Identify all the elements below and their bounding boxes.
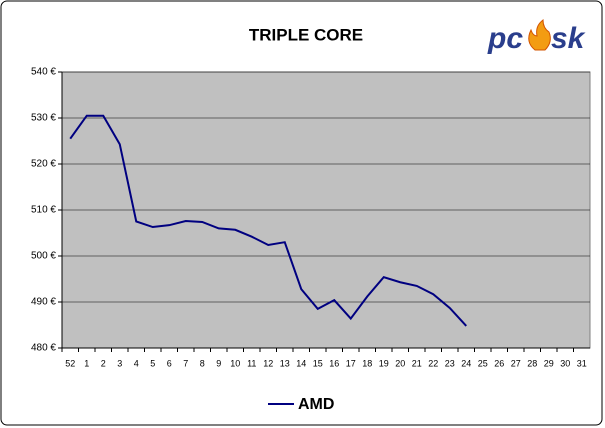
- x-tick-label: 17: [346, 358, 356, 368]
- logo: pc sk: [487, 18, 586, 55]
- x-tick-label: 27: [511, 358, 521, 368]
- x-tick-label: 52: [65, 358, 75, 368]
- x-tick-label: 31: [577, 358, 587, 368]
- x-tick-label: 7: [183, 358, 188, 368]
- y-tick-label: 530 €: [31, 113, 56, 124]
- x-tick-label: 18: [362, 358, 372, 368]
- x-tick-label: 29: [544, 358, 554, 368]
- y-tick-label: 500 €: [31, 251, 56, 262]
- series-line: [69, 114, 467, 327]
- x-tick-label: 12: [263, 358, 273, 368]
- y-tick-label: 540 €: [31, 67, 56, 78]
- x-tick-label: 30: [560, 358, 570, 368]
- x-tick-label: 4: [134, 358, 139, 368]
- y-tick-label: 480 €: [31, 343, 56, 354]
- x-tick-label: 6: [167, 358, 172, 368]
- x-tick-label: 8: [200, 358, 205, 368]
- x-tick-label: 22: [428, 358, 438, 368]
- logo-text: sk: [551, 22, 586, 55]
- x-tick-label: 10: [230, 358, 240, 368]
- y-tick-label: 510 €: [31, 205, 56, 216]
- x-tick-label: 19: [379, 358, 389, 368]
- x-tick-label: 5: [150, 358, 155, 368]
- x-tick-label: 25: [478, 358, 488, 368]
- x-tick-label: 28: [527, 358, 537, 368]
- x-tick-label: 2: [101, 358, 106, 368]
- x-tick-label: 20: [395, 358, 405, 368]
- logo-flame: [528, 18, 551, 51]
- x-tick-label: 23: [445, 358, 455, 368]
- x-tick-label: 14: [296, 358, 306, 368]
- x-tick-label: 1: [84, 358, 89, 368]
- chart-title: TRIPLE CORE: [249, 25, 363, 44]
- y-tick-label: 520 €: [31, 159, 56, 170]
- x-tick-label: 21: [412, 358, 422, 368]
- legend-label: AMD: [298, 396, 334, 413]
- x-tick-label: 3: [117, 358, 122, 368]
- x-tick-label: 16: [329, 358, 339, 368]
- logo-text: pc: [487, 22, 523, 55]
- x-tick-label: 9: [216, 358, 221, 368]
- x-tick-label: 26: [494, 358, 504, 368]
- x-tick-label: 13: [280, 358, 290, 368]
- y-tick-label: 490 €: [31, 297, 56, 308]
- x-tick-label: 15: [313, 358, 323, 368]
- x-tick-label: 24: [461, 358, 471, 368]
- x-tick-label: 11: [247, 358, 256, 368]
